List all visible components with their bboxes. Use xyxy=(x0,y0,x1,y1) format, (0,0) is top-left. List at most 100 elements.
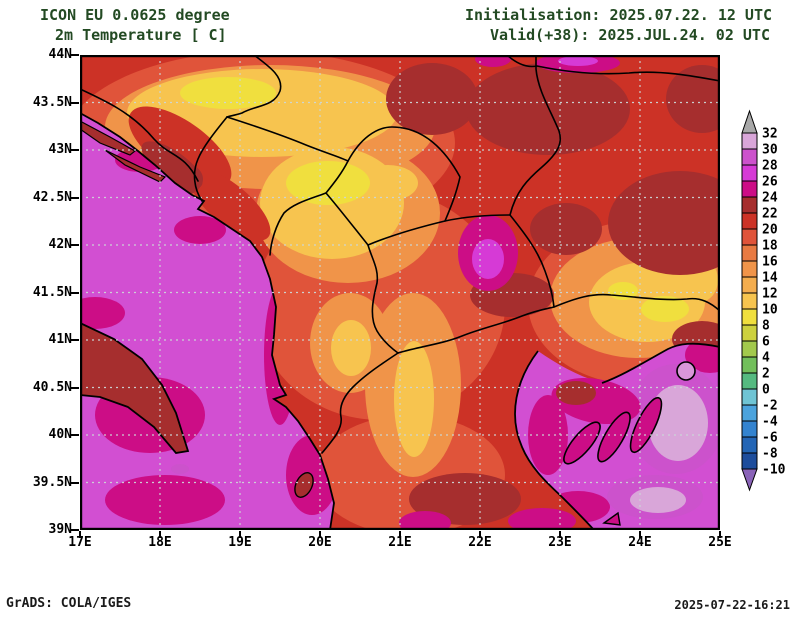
colorbar-label: 26 xyxy=(762,175,778,190)
colorbar-segment xyxy=(741,308,758,326)
colorbar-label: 22 xyxy=(762,207,778,222)
colorbar-label: -10 xyxy=(762,463,786,478)
colorbar-label: 20 xyxy=(762,223,778,238)
variable-title: 2m Temperature [ C] xyxy=(55,26,227,44)
lon-tick-mark xyxy=(639,531,641,538)
lat-tick-label: 41.5N xyxy=(32,284,72,300)
lon-tick-label: 21E xyxy=(388,535,412,550)
colorbar-label: 30 xyxy=(762,143,778,158)
colorbar-label: 8 xyxy=(762,319,770,334)
lat-tick-mark xyxy=(71,434,79,436)
lon-tick-mark xyxy=(319,531,321,538)
colorbar-below-arrow xyxy=(741,468,758,492)
lat-tick-label: 39.5N xyxy=(32,474,72,490)
aegean-sea xyxy=(514,342,720,530)
colorbar-label: -2 xyxy=(762,399,778,414)
colorbar-segment xyxy=(741,404,758,422)
small-islet xyxy=(602,511,621,526)
lat-tick-mark xyxy=(71,149,79,151)
lat-tick-label: 40N xyxy=(48,427,72,442)
lon-tick-label: 25E xyxy=(708,535,732,550)
colorbar-label: 28 xyxy=(762,159,778,174)
colorbar-segment xyxy=(741,420,758,438)
lon-tick-mark xyxy=(719,531,721,538)
lon-tick-label: 22E xyxy=(468,535,492,550)
athos-peninsula xyxy=(629,396,663,454)
colorbar-segment xyxy=(741,260,758,278)
lat-tick-mark xyxy=(71,101,79,104)
colorbar-label: 6 xyxy=(762,335,770,350)
lat-tick-label: 42N xyxy=(48,237,72,252)
sithonia-peninsula xyxy=(597,411,631,463)
colorbar-label: 24 xyxy=(762,191,778,206)
lon-tick-label: 19E xyxy=(228,535,252,550)
kassandra-peninsula xyxy=(563,421,601,465)
lon-tick-label: 23E xyxy=(548,535,572,550)
lon-tick-mark xyxy=(239,531,241,538)
lon-tick-label: 18E xyxy=(148,535,172,550)
colorbar-label: 0 xyxy=(762,383,770,398)
initialisation-time: Initialisation: 2025.07.22. 12 UTC xyxy=(464,6,772,24)
colorbar-label: -8 xyxy=(762,447,778,462)
colorbar-label: -6 xyxy=(762,431,778,446)
valid-time: Valid(+38): 2025.JUL.24. 02 UTC xyxy=(490,26,770,44)
colorbar-segment xyxy=(741,180,758,198)
temperature-map xyxy=(80,55,720,530)
lon-tick-mark xyxy=(79,531,81,538)
lat-tick-mark xyxy=(71,244,79,246)
colorbar-segment xyxy=(741,276,758,294)
colorbar-above-arrow xyxy=(741,109,758,134)
colorbar-label: 4 xyxy=(762,351,770,366)
map-frame xyxy=(80,55,720,530)
colorbar-label: 14 xyxy=(762,271,778,286)
lon-tick-label: 20E xyxy=(308,535,332,550)
lon-tick-label: 17E xyxy=(68,535,92,550)
colorbar-segment xyxy=(741,148,758,166)
colorbar-segment xyxy=(741,324,758,342)
colorbar-segment xyxy=(741,244,758,262)
corfu-island xyxy=(294,472,314,498)
lon-tick-mark xyxy=(559,531,561,538)
colorbar-label: -4 xyxy=(762,415,778,430)
colorbar-segment xyxy=(741,340,758,358)
lat-tick-mark xyxy=(71,291,79,294)
colorbar-segment xyxy=(741,356,758,374)
lon-tick-mark xyxy=(399,531,401,538)
dalmatian-islands xyxy=(80,120,137,156)
lat-tick-label: 42.5N xyxy=(32,189,72,205)
country-borders xyxy=(80,55,720,454)
model-title: ICON EU 0.0625 degree xyxy=(40,6,230,24)
creation-timestamp: 2025-07-22-16:21 xyxy=(674,598,790,612)
colorbar-segment xyxy=(741,132,758,150)
colorbar-segment xyxy=(741,452,758,470)
colorbar-label: 32 xyxy=(762,127,778,142)
lon-tick-mark xyxy=(159,531,161,538)
colorbar-label: 12 xyxy=(762,287,778,302)
lat-tick-label: 41N xyxy=(48,332,72,347)
colorbar-segment xyxy=(741,372,758,390)
land-temperature-field xyxy=(80,55,720,530)
grads-credit: GrADS: COLA/IGES xyxy=(6,596,132,611)
lat-tick-label: 44N xyxy=(48,47,72,62)
colorbar-segment xyxy=(741,164,758,182)
colorbar-segment xyxy=(741,292,758,310)
lat-tick-mark xyxy=(71,529,79,531)
thasos-island xyxy=(676,361,696,381)
lon-tick-label: 24E xyxy=(628,535,652,550)
adriatic-coastline xyxy=(80,112,335,530)
lat-tick-mark xyxy=(71,196,79,199)
lat-tick-mark xyxy=(71,54,79,56)
lat-tick-label: 43N xyxy=(48,142,72,157)
lat-tick-label: 43.5N xyxy=(32,94,72,110)
lat-tick-label: 39N xyxy=(48,522,72,537)
colorbar-segment xyxy=(741,388,758,406)
colorbar-label: 2 xyxy=(762,367,770,382)
lat-tick-label: 40.5N xyxy=(32,379,72,395)
colorbar-segment xyxy=(741,196,758,214)
map-area xyxy=(80,55,720,530)
lat-tick-mark xyxy=(71,481,79,484)
colorbar-segment xyxy=(741,436,758,454)
colorbar-segment xyxy=(741,212,758,230)
